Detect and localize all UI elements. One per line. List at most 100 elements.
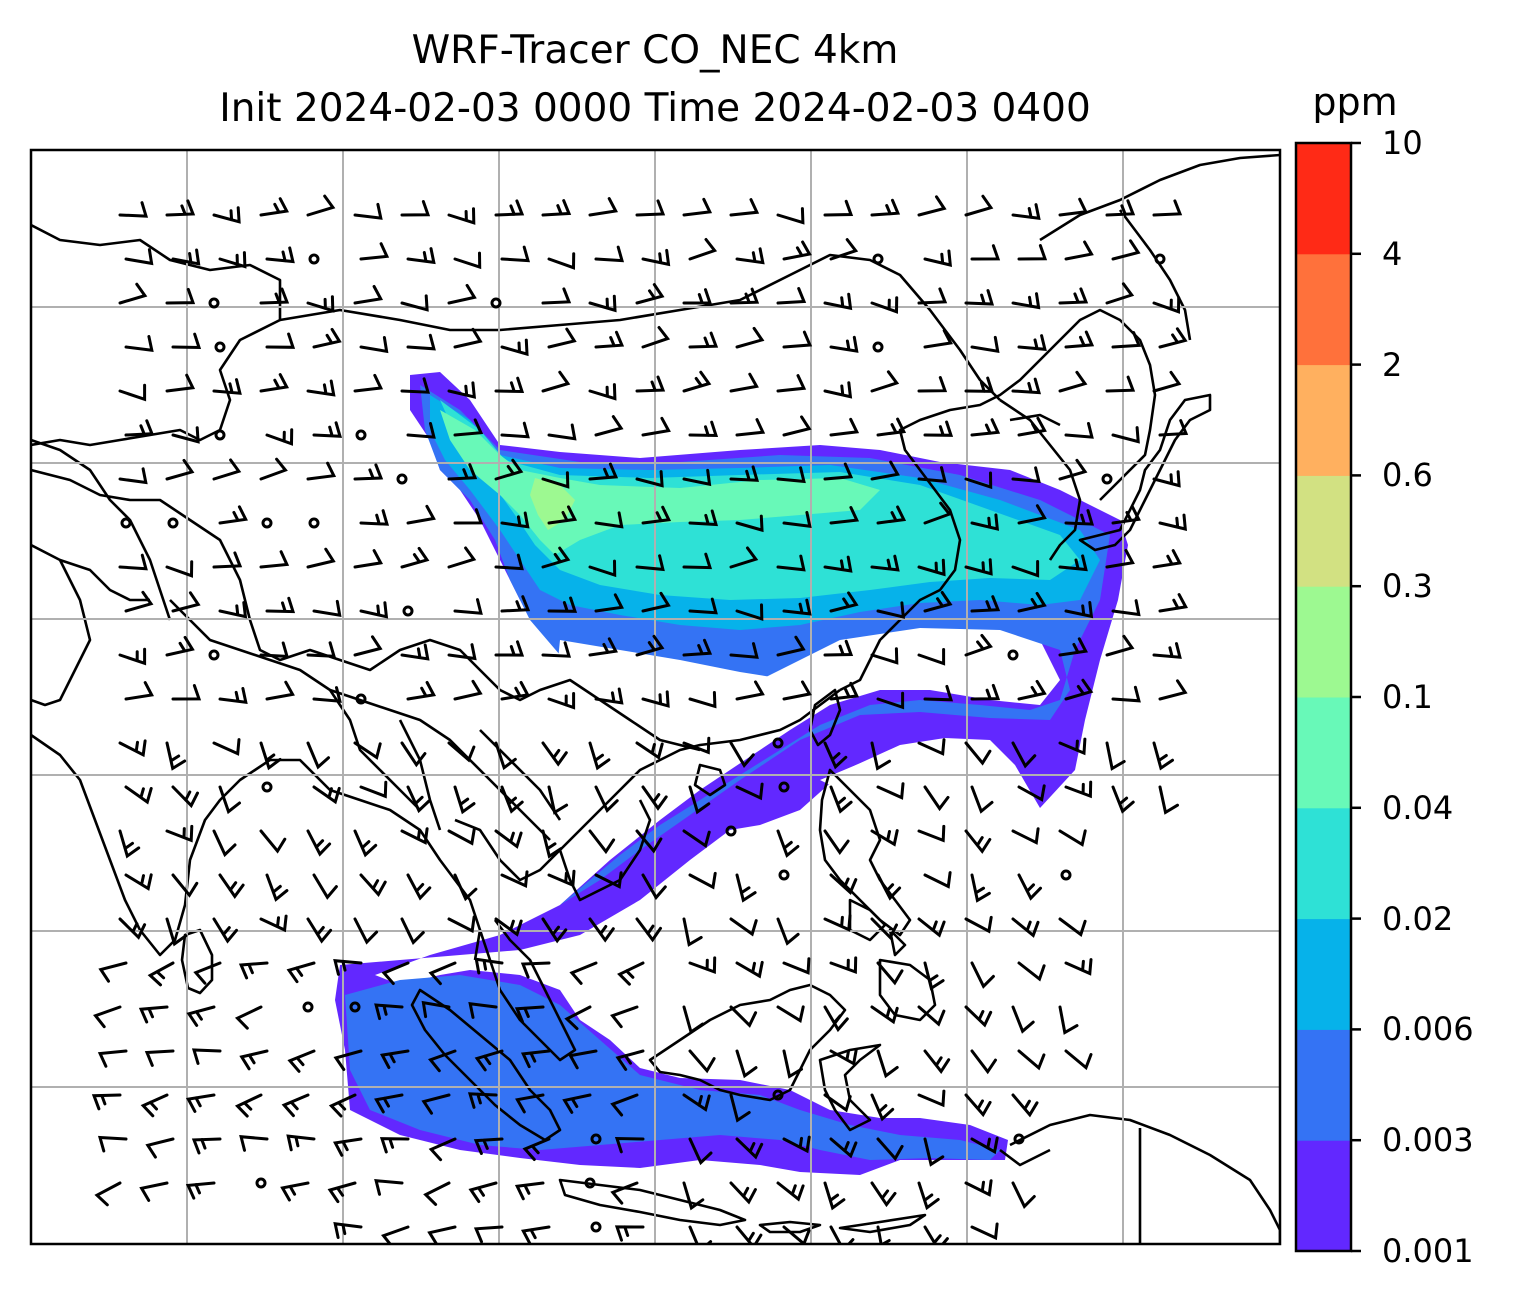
wind-barb bbox=[964, 194, 994, 217]
wind-barb bbox=[547, 252, 576, 270]
wind-barb bbox=[870, 647, 899, 665]
wind-barb bbox=[359, 601, 389, 619]
wind-barb bbox=[212, 458, 242, 481]
wind-barb bbox=[541, 741, 568, 767]
calm-wind-circle bbox=[214, 341, 226, 353]
wind-barb bbox=[541, 287, 572, 305]
wind-barb bbox=[594, 871, 623, 889]
colorbar-tick-label: 10 bbox=[1382, 124, 1423, 162]
wind-barb bbox=[729, 546, 759, 569]
wind-barb bbox=[306, 461, 337, 481]
wind-barb bbox=[641, 785, 668, 811]
calm-wind-circle bbox=[302, 1001, 314, 1013]
wind-barb bbox=[265, 246, 295, 264]
wind-barb bbox=[500, 681, 531, 701]
colorbar-tick-label: 4 bbox=[1382, 234, 1403, 273]
wind-barb bbox=[635, 829, 663, 854]
wind-barb bbox=[870, 1093, 895, 1122]
wind-barb bbox=[541, 917, 568, 944]
wind-barb bbox=[588, 741, 611, 771]
wind-barb bbox=[964, 1005, 993, 1028]
wind-barb bbox=[212, 829, 237, 858]
wind-barb bbox=[1011, 827, 1040, 845]
wind-barb bbox=[353, 741, 382, 760]
map-frame bbox=[29, 148, 1282, 1246]
wind-barb bbox=[97, 1135, 128, 1153]
wind-barb bbox=[923, 684, 954, 702]
coastline-japan bbox=[1078, 393, 1212, 552]
coastline-new-guinea bbox=[999, 1113, 1280, 1244]
coastline-borneo bbox=[648, 983, 847, 1102]
wind-barb bbox=[729, 287, 760, 305]
colorbar-tick-label: 0.6 bbox=[1382, 456, 1433, 495]
coastline-luzon bbox=[818, 768, 912, 937]
wind-barb bbox=[917, 466, 947, 483]
wind-barb bbox=[447, 381, 477, 399]
wind-barb bbox=[286, 961, 316, 984]
colorbar-tick-label: 2 bbox=[1382, 345, 1403, 384]
wind-barb bbox=[917, 1089, 946, 1108]
calm-wind-circle bbox=[402, 605, 414, 617]
wind-barb bbox=[729, 1093, 751, 1123]
wind-barb bbox=[468, 1001, 498, 1019]
wind-barb bbox=[1064, 330, 1095, 349]
wind-barb bbox=[1017, 416, 1047, 437]
wind-barb bbox=[306, 547, 336, 569]
calm-wind-circle bbox=[772, 1089, 784, 1101]
coastline-srilanka bbox=[180, 928, 214, 995]
wind-barb bbox=[265, 680, 295, 701]
wind-barb bbox=[212, 551, 243, 569]
wind-barb bbox=[870, 296, 899, 314]
colorbar-tick-label: 0.1 bbox=[1382, 678, 1433, 716]
wind-barb bbox=[1152, 470, 1181, 488]
wind-barb bbox=[688, 871, 717, 890]
wind-barb bbox=[923, 961, 945, 991]
colorbar bbox=[1294, 141, 1361, 1253]
wind-barb bbox=[876, 417, 907, 437]
wind-barb bbox=[1105, 634, 1135, 657]
wind-barb bbox=[823, 555, 853, 573]
wind-barb bbox=[94, 1181, 122, 1207]
wind-barb bbox=[970, 683, 1001, 701]
wind-barb bbox=[312, 873, 338, 900]
wind-barb bbox=[964, 741, 992, 766]
calm-wind-circle bbox=[725, 825, 737, 837]
wind-barb bbox=[970, 335, 1000, 354]
wind-barb bbox=[1158, 513, 1187, 531]
wind-barb bbox=[423, 1181, 451, 1206]
calm-wind-circle bbox=[778, 781, 790, 793]
wind-barb bbox=[823, 639, 854, 657]
calm-wind-circle bbox=[1060, 869, 1072, 881]
colorbar-tick-label: 0.001 bbox=[1382, 1232, 1474, 1270]
calm-wind-circle bbox=[355, 429, 367, 441]
wind-barb bbox=[1017, 784, 1046, 802]
wind-barb bbox=[688, 238, 718, 261]
wind-barb bbox=[428, 1049, 457, 1073]
wind-barb bbox=[428, 1137, 457, 1162]
colorbar-segment bbox=[1296, 697, 1351, 809]
wind-barb bbox=[406, 247, 436, 265]
wind-barb bbox=[541, 546, 571, 569]
wind-barb bbox=[923, 501, 952, 525]
wind-barb bbox=[923, 1049, 951, 1074]
wind-barb bbox=[1011, 1181, 1036, 1209]
wind-barb bbox=[186, 1005, 216, 1027]
wind-barb bbox=[569, 961, 598, 985]
wind-barb bbox=[541, 370, 571, 393]
wind-barb bbox=[823, 829, 850, 855]
wind-barb bbox=[118, 201, 149, 218]
wind-barb bbox=[400, 546, 430, 569]
calm-wind-circle bbox=[490, 297, 502, 309]
wind-barb bbox=[91, 1093, 122, 1111]
wind-barb bbox=[682, 288, 713, 305]
calm-wind-circle bbox=[872, 341, 884, 353]
wind-barb bbox=[1152, 370, 1182, 393]
wind-barb bbox=[406, 333, 436, 351]
wind-barb bbox=[118, 739, 147, 758]
wind-barb bbox=[468, 1181, 498, 1203]
wind-barb bbox=[447, 546, 477, 569]
wind-barb bbox=[823, 741, 848, 770]
wind-barb bbox=[379, 1137, 410, 1154]
wind-barb bbox=[312, 421, 343, 438]
wind-barb bbox=[171, 684, 202, 701]
